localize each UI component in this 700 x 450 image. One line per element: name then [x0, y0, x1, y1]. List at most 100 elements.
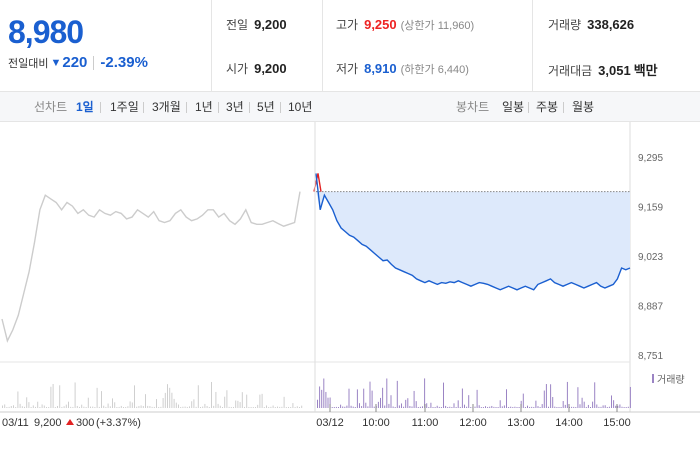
prev-day-volume-bar: [4, 404, 6, 408]
y-tick-label: 9,159: [638, 203, 663, 214]
prev-day-volume-bar: [13, 405, 14, 408]
prev-day-volume-bar: [61, 406, 63, 408]
prev-day-volume-bar: [272, 405, 274, 408]
prev-day-volume-bar: [175, 402, 177, 408]
stat-value: 9,200: [254, 61, 287, 76]
prev-day-volume-bar: [274, 406, 276, 408]
prev-day-volume-bar: [87, 397, 89, 408]
today-volume-bar: [585, 406, 587, 408]
prev-day-volume-bar: [217, 403, 219, 408]
candle-monthly[interactable]: 월봉: [572, 100, 595, 114]
today-volume-bar: [329, 397, 331, 408]
today-volume-bar: [602, 405, 604, 408]
prev-day-volume-bar: [167, 384, 168, 408]
today-price-line: [315, 173, 631, 291]
today-volume-bar: [447, 407, 449, 408]
prev-day-volume-bar: [112, 398, 113, 408]
today-volume-bar: [403, 406, 405, 408]
period-1w[interactable]: 1주일: [110, 100, 139, 114]
prev-day-volume-bar: [41, 404, 43, 408]
prev-day-volume-bar: [248, 406, 250, 408]
today-volume-bar: [558, 406, 560, 408]
prev-day-volume-bar: [277, 406, 278, 408]
change-separator: [93, 55, 95, 70]
prev-day-volume-bar: [195, 406, 197, 408]
stat-label: 저가: [336, 62, 359, 76]
prev-day-volume-bar: [268, 406, 270, 408]
prev-day-volume-bar: [96, 387, 98, 408]
today-volume-bar: [592, 401, 594, 408]
today-volume-bar: [390, 395, 392, 408]
prev-day-volume-bar: [72, 406, 74, 408]
period-3m[interactable]: 3개월: [152, 100, 181, 114]
period-5y[interactable]: 5년: [257, 100, 275, 114]
prev-day-volume-bar: [39, 406, 41, 408]
today-volume-bar: [596, 404, 598, 408]
prev-day-volume-bar: [252, 406, 254, 408]
today-volume-bar: [367, 406, 369, 408]
prev-day-volume-bar: [208, 406, 210, 408]
prev-day-volume-bar: [237, 400, 239, 408]
today-volume-bar: [331, 406, 333, 408]
today-volume-bar: [629, 386, 631, 408]
today-volume-bar: [317, 399, 318, 408]
today-volume-bar: [432, 406, 434, 408]
today-volume-bar: [503, 405, 505, 408]
prev-day-volume-bar: [98, 406, 100, 408]
today-volume-bar: [617, 405, 619, 408]
prev-day-volume-bar: [224, 396, 226, 408]
prev-day-change-pct: (+3.37%): [96, 417, 141, 429]
prev-day-volume-bar: [142, 406, 144, 408]
prev-day-volume-bar: [118, 406, 120, 408]
prev-day-volume-bar: [184, 406, 186, 408]
prev-day-volume-bar: [70, 406, 72, 408]
prev-day-volume-bar: [266, 405, 267, 408]
today-volume-bar: [424, 378, 426, 408]
prev-day-volume-bar: [290, 407, 292, 408]
prev-day-volume-bar: [151, 406, 153, 408]
today-volume-bar: [533, 406, 535, 408]
prev-day-volume-bar: [50, 386, 52, 408]
prev-day-volume-bar: [239, 402, 241, 408]
today-volume-bar: [377, 401, 379, 408]
period-1y[interactable]: 1년: [195, 100, 213, 114]
today-volume-bar: [604, 405, 606, 408]
today-volume-bar: [497, 406, 499, 408]
x-tick-label: 10:00: [362, 417, 390, 429]
today-volume-bar: [440, 407, 442, 408]
period-3y[interactable]: 3년: [226, 100, 244, 114]
stat-open: 시가 9,200: [226, 60, 287, 77]
today-volume-bar: [422, 406, 423, 408]
stat-value: 338,626: [587, 17, 635, 32]
prev-day-volume-bar: [35, 406, 36, 408]
period-10y[interactable]: 10년: [288, 100, 313, 114]
prev-day-volume-bar: [140, 405, 142, 408]
today-volume-bar: [438, 406, 440, 408]
candle-weekly[interactable]: 주봉: [536, 100, 559, 114]
prev-day-volume-bar: [186, 406, 188, 408]
stat-volume: 거래량 338,626: [548, 16, 634, 33]
change-row: 전일대비 ▼ 220 -2.39%: [8, 54, 148, 71]
today-volume-bar: [516, 407, 518, 408]
prev-day-volume-bar: [189, 406, 190, 408]
x-tick-label: 12:00: [459, 417, 487, 429]
today-volume-bar: [459, 406, 461, 408]
prev-day-volume-bar: [230, 407, 232, 408]
change-label: 전일대비: [8, 57, 49, 70]
prev-day-volume-bar: [244, 406, 245, 408]
prev-day-volume-bar: [43, 405, 45, 408]
today-volume-bar: [615, 405, 617, 408]
today-volume-bar: [417, 407, 419, 408]
today-volume-bar: [382, 387, 384, 408]
today-volume-bar: [613, 400, 615, 408]
candle-chart-label: 봉차트: [456, 100, 490, 114]
period-1d[interactable]: 1일: [76, 100, 94, 114]
candle-daily[interactable]: 일봉: [502, 100, 525, 114]
today-volume-bar: [466, 406, 468, 408]
today-volume-bar: [348, 388, 350, 408]
prev-day-volume-bar: [211, 381, 212, 408]
today-volume-bar: [573, 406, 575, 408]
today-volume-bar: [535, 400, 537, 408]
stat-sub: (상한가 11,960): [400, 20, 475, 32]
